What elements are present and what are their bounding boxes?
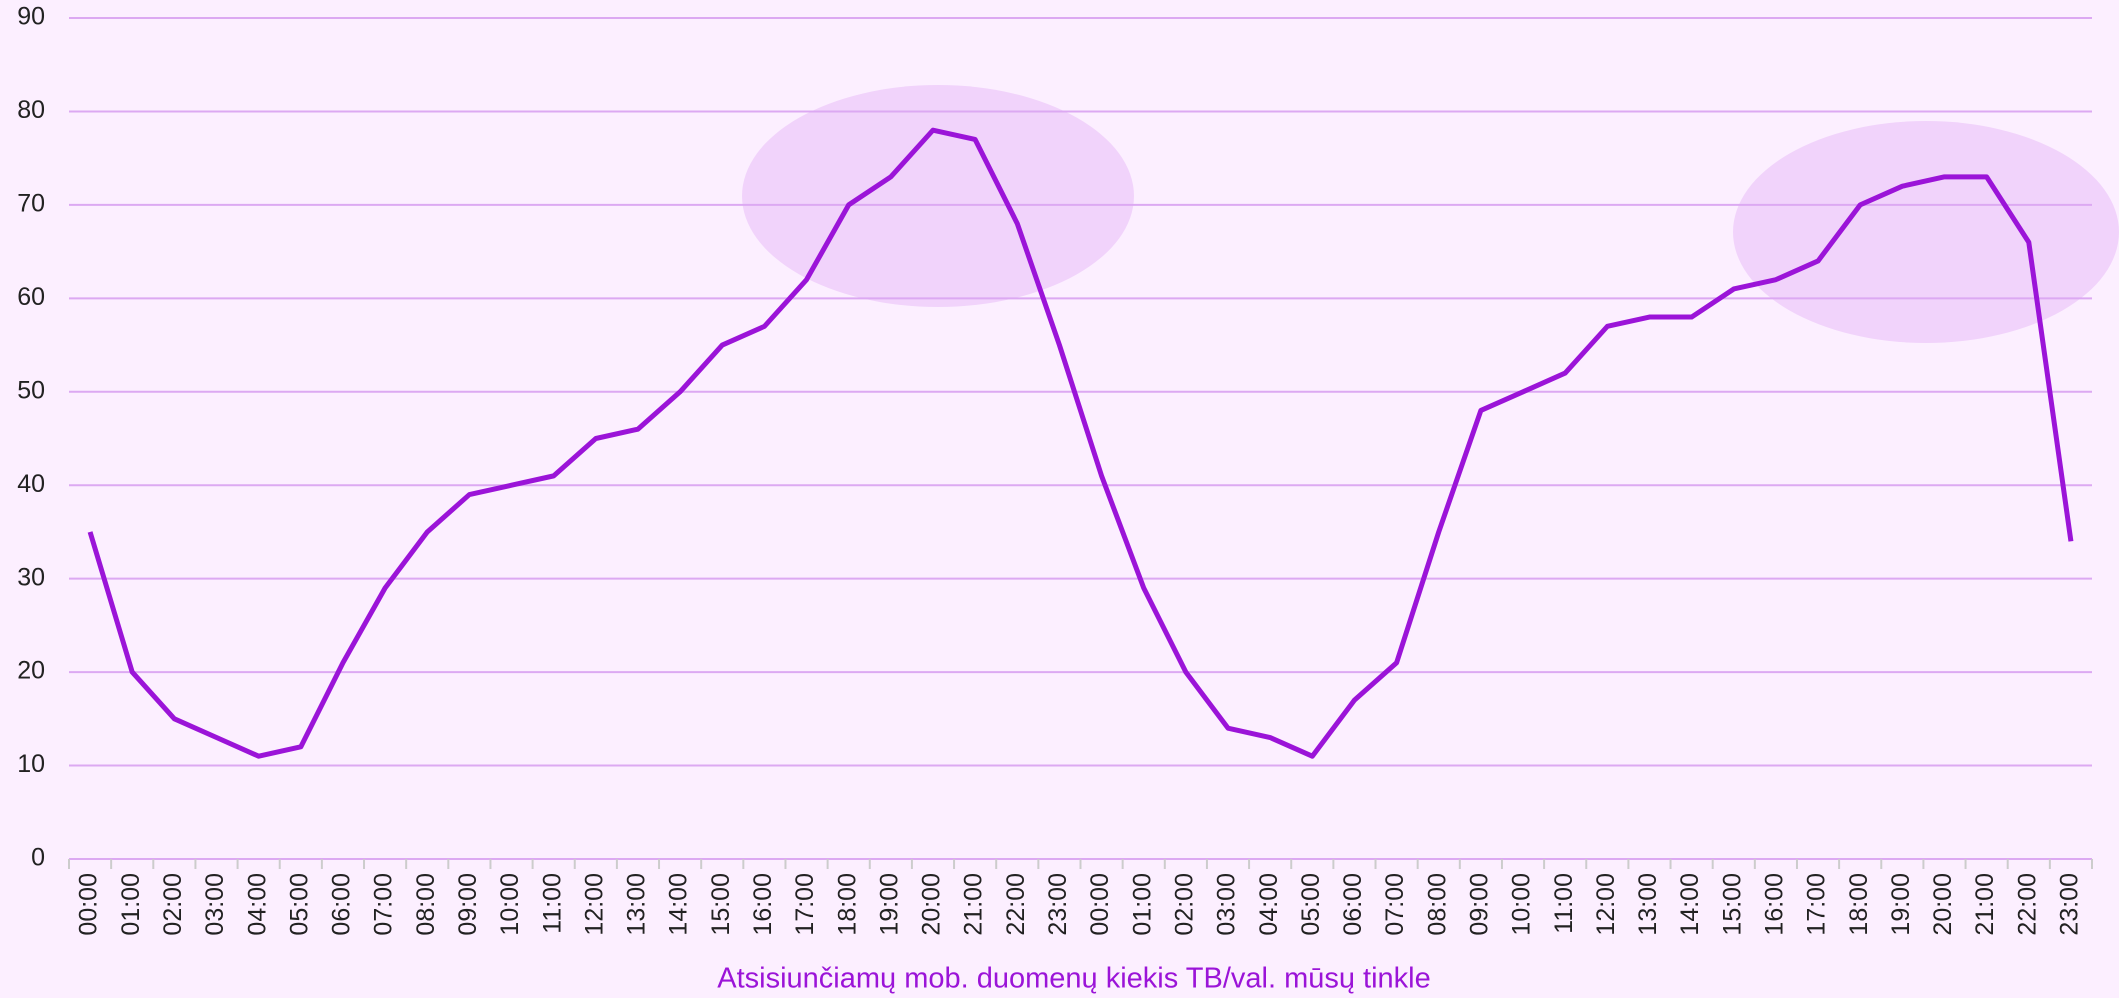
y-tick-label: 30	[17, 563, 45, 591]
x-tick-label: 18:00	[833, 873, 861, 936]
x-tick-label: 10:00	[496, 873, 524, 936]
x-tick-label: 23:00	[2056, 873, 2084, 936]
y-tick-label: 40	[17, 470, 45, 498]
x-tick-label: 14:00	[1676, 873, 1704, 936]
x-tick-label: 16:00	[749, 873, 777, 936]
x-tick-label: 06:00	[328, 873, 356, 936]
y-tick-label: 70	[17, 189, 45, 217]
highlight	[742, 85, 1134, 307]
x-tick-label: 01:00	[117, 873, 145, 936]
x-tick-label: 20:00	[918, 873, 946, 936]
x-tick-label: 05:00	[1297, 873, 1325, 936]
x-tick-label: 07:00	[370, 873, 398, 936]
x-tick-label: 02:00	[1170, 873, 1198, 936]
x-tick-label: 20:00	[1929, 873, 1957, 936]
x-tick-label: 21:00	[960, 873, 988, 936]
x-tick-label: 06:00	[1339, 873, 1367, 936]
x-tick-label: 01:00	[1128, 873, 1156, 936]
x-tick-label: 19:00	[1887, 873, 1915, 936]
x-tick-label: 11:00	[1550, 873, 1578, 934]
x-tick-label: 00:00	[75, 873, 103, 936]
x-tick-label: 03:00	[201, 873, 229, 936]
x-tick-label: 04:00	[1255, 873, 1283, 936]
y-tick-label: 60	[17, 283, 45, 311]
x-tick-label: 14:00	[665, 873, 693, 936]
data-line	[87, 127, 2074, 759]
x-tick-label: 02:00	[159, 873, 187, 936]
x-tick-label: 10:00	[1508, 873, 1536, 936]
x-tick-label: 18:00	[1845, 873, 1873, 936]
x-tick-label: 21:00	[1971, 873, 1999, 936]
x-tick-label: 17:00	[1803, 873, 1831, 936]
x-axis-label: Atsisiunčiamų mob. duomenų kiekis TB/val…	[717, 963, 1431, 995]
x-tick-label: 16:00	[1761, 873, 1789, 936]
x-tick-label: 12:00	[1592, 873, 1620, 936]
x-tick-label: 00:00	[1086, 873, 1114, 936]
x-tick-label: 04:00	[243, 873, 271, 936]
x-tick-label: 08:00	[412, 873, 440, 936]
y-tick-label: 50	[17, 376, 45, 404]
x-tick-label: 03:00	[1213, 873, 1241, 936]
y-tick-label: 10	[17, 750, 45, 778]
x-tick-label: 17:00	[791, 873, 819, 936]
x-tick-label: 09:00	[1465, 873, 1493, 936]
x-tick-label: 13:00	[623, 873, 651, 936]
x-tick-label: 09:00	[454, 873, 482, 936]
x-tick-label: 15:00	[707, 873, 735, 936]
x-tick-label: 08:00	[1423, 873, 1451, 936]
x-tick-label: 12:00	[580, 873, 608, 936]
highlight	[1733, 121, 2119, 343]
x-tick-label: 05:00	[285, 873, 313, 936]
x-tick-label: 23:00	[1044, 873, 1072, 936]
x-tick-label: 22:00	[2013, 873, 2041, 936]
x-tick-label: 13:00	[1634, 873, 1662, 936]
x-tick-label: 07:00	[1381, 873, 1409, 936]
x-tick-label: 15:00	[1718, 873, 1746, 936]
y-tick-label: 0	[31, 844, 45, 872]
x-tick-label: 19:00	[875, 873, 903, 936]
y-tick-label: 80	[17, 96, 45, 124]
y-tick-label: 90	[17, 3, 45, 31]
x-tick-label: 11:00	[538, 873, 566, 934]
y-tick-label: 20	[17, 657, 45, 685]
x-tick-label: 22:00	[1002, 873, 1030, 936]
